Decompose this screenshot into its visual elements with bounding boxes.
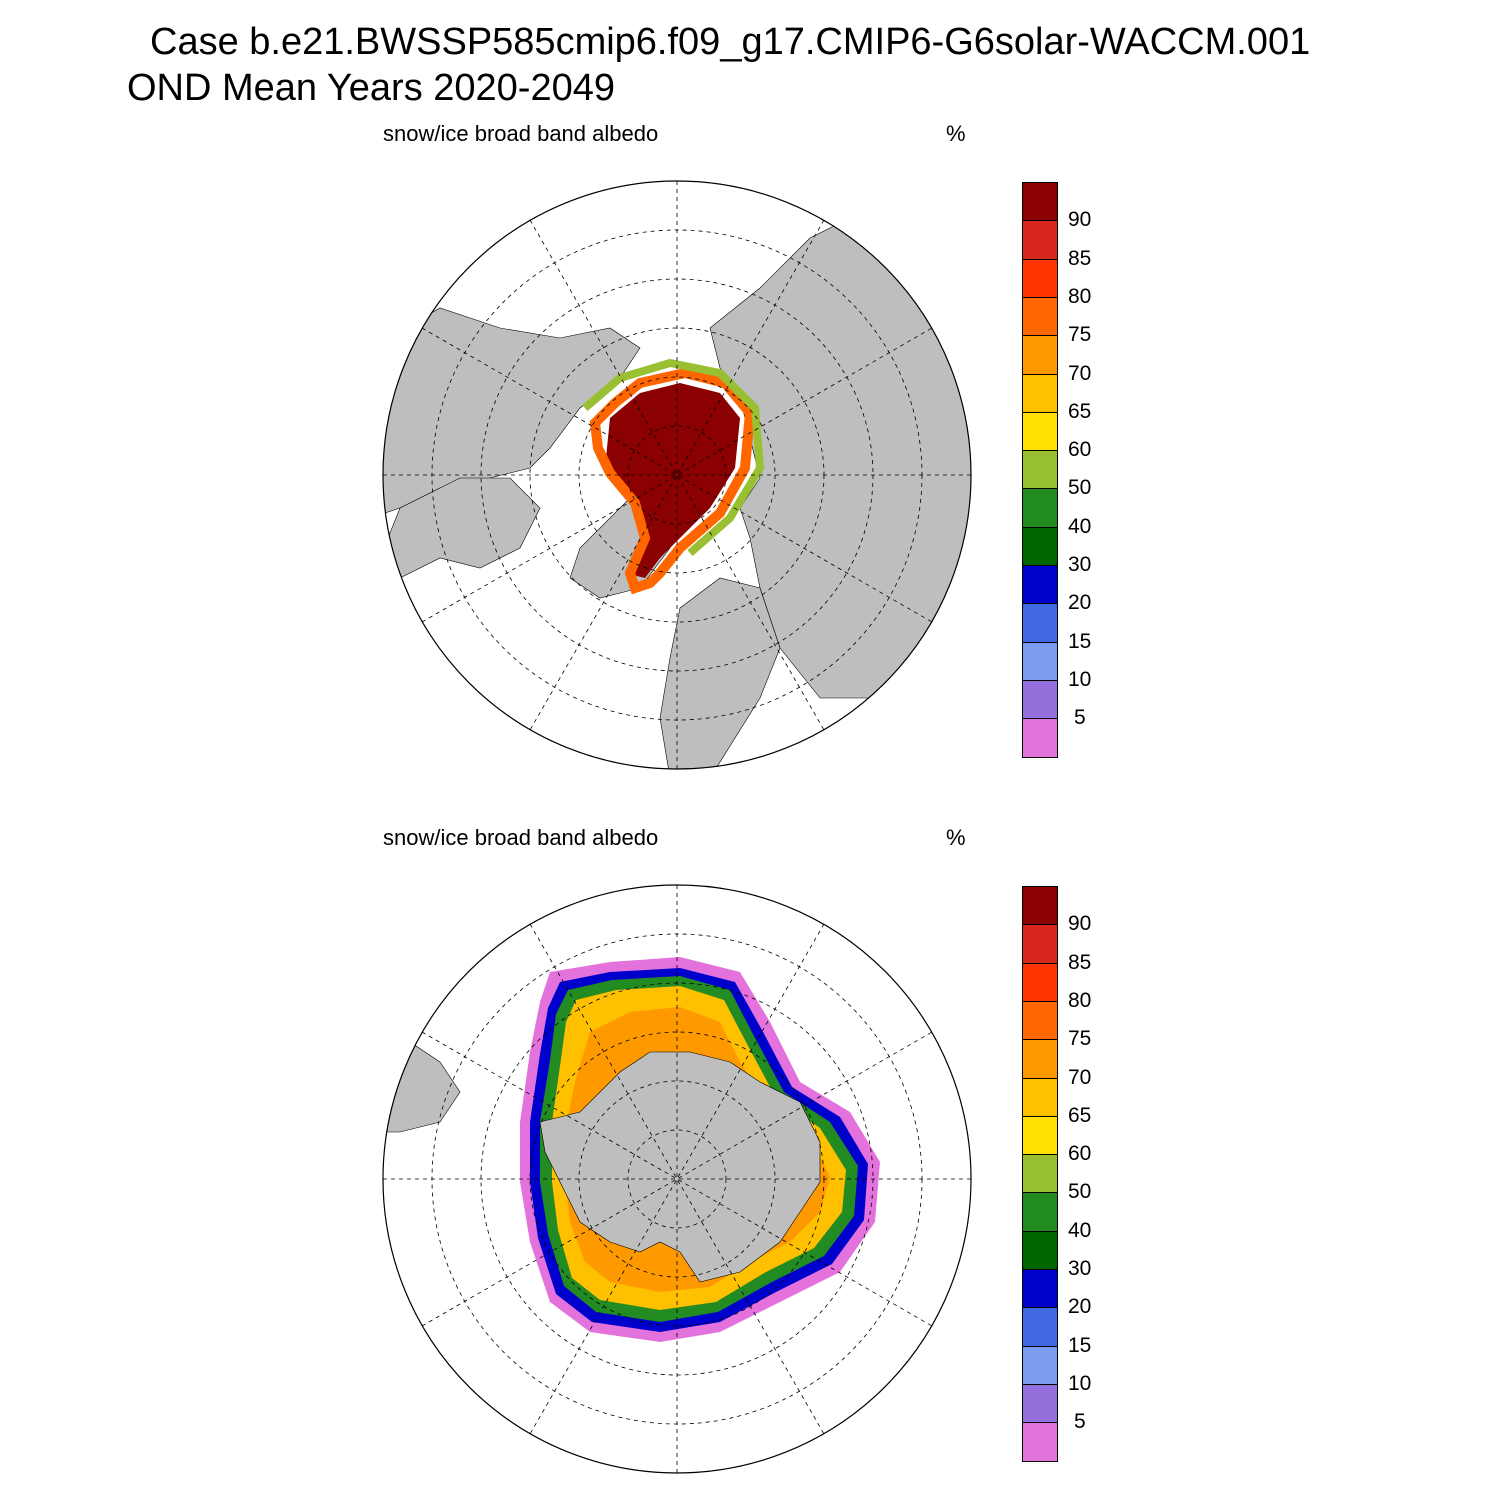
colorbar-swatch [1022,488,1058,528]
colorbar-tick-label: 65 [1068,399,1092,423]
colorbar-tick-label: 80 [1068,988,1092,1012]
colorbar-swatch [1022,1000,1058,1041]
north-colorbar [1022,182,1058,758]
colorbar-swatch [1022,373,1058,413]
north-panel-variable: snow/ice broad band albedo [383,121,659,146]
north-sea-ice-edge-orange [589,367,756,595]
colorbar-tick-label: 60 [1068,438,1092,462]
colorbar-swatch [1022,565,1058,605]
colorbar-tick-label: 5 [1074,706,1086,730]
colorbar-swatch [1022,1269,1058,1309]
colorbar-tick-label: 60 [1068,1142,1092,1166]
colorbar-tick-label: 10 [1068,667,1092,691]
south-polar-map [382,884,972,1474]
colorbar-tick-label: 30 [1068,1257,1092,1280]
colorbar-swatch [1022,450,1058,490]
colorbar-swatch [1022,1115,1058,1156]
colorbar-swatch [1022,1422,1058,1462]
colorbar-swatch [1022,258,1058,298]
colorbar-swatch [1022,1039,1058,1079]
north-sea-ice-edge-green [582,358,765,557]
colorbar-swatch [1022,679,1058,720]
colorbar-swatch [1022,603,1058,643]
colorbar-tick-label: 20 [1068,1295,1092,1319]
colorbar-swatch [1022,1192,1058,1232]
north-panel-units: % [946,121,966,146]
colorbar-tick-label: 5 [1074,1410,1086,1434]
colorbar-tick-label: 80 [1068,284,1092,308]
colorbar-swatch [1022,526,1058,566]
colorbar-swatch [1022,1307,1058,1347]
colorbar-tick-label: 50 [1068,476,1092,500]
colorbar-swatch [1022,411,1058,452]
colorbar-swatch [1022,182,1058,222]
colorbar-swatch [1022,1345,1058,1385]
colorbar-swatch [1022,1077,1058,1117]
colorbar-tick-label: 30 [1068,553,1092,576]
colorbar-tick-label: 40 [1068,514,1092,538]
colorbar-swatch [1022,886,1058,926]
figure-title-period: OND Mean Years 2020-2049 [127,67,615,109]
colorbar-swatch [1022,1383,1058,1424]
colorbar-tick-label: 75 [1068,323,1092,347]
colorbar-tick-label: 70 [1068,361,1092,385]
north-polar-map [382,180,972,770]
colorbar-swatch [1022,718,1058,758]
colorbar-swatch [1022,220,1058,260]
colorbar-tick-label: 70 [1068,1065,1092,1089]
colorbar-tick-label: 10 [1068,1371,1092,1395]
colorbar-tick-label: 75 [1068,1027,1092,1051]
colorbar-swatch [1022,962,1058,1002]
south-panel-units: % [946,825,966,850]
south-colorbar [1022,886,1058,1462]
colorbar-tick-label: 85 [1068,246,1092,270]
colorbar-tick-label: 85 [1068,950,1092,974]
south-panel-variable: snow/ice broad band albedo [383,825,659,850]
colorbar-swatch [1022,335,1058,375]
colorbar-swatch [1022,296,1058,337]
colorbar-swatch [1022,641,1058,681]
colorbar-tick-label: 15 [1068,629,1092,653]
colorbar-swatch [1022,1154,1058,1194]
colorbar-swatch [1022,924,1058,964]
colorbar-tick-label: 90 [1068,912,1092,936]
colorbar-tick-label: 65 [1068,1103,1092,1127]
colorbar-tick-label: 15 [1068,1333,1092,1357]
colorbar-swatch [1022,1230,1058,1270]
colorbar-tick-label: 90 [1068,208,1092,232]
colorbar-tick-label: 50 [1068,1180,1092,1204]
north-land-europe [659,577,781,769]
figure-title-case: Case b.e21.BWSSP585cmip6.f09_g17.CMIP6-G… [150,21,1311,63]
colorbar-tick-label: 20 [1068,591,1092,615]
colorbar-tick-label: 40 [1068,1218,1092,1242]
